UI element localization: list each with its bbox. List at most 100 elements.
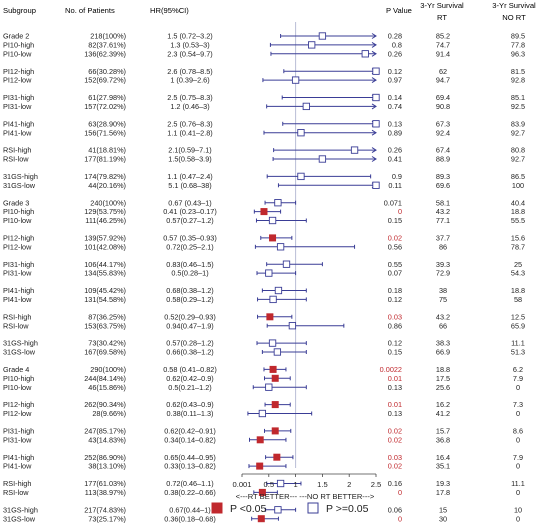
patients-count: 131(54.58%) <box>84 295 126 304</box>
forest-row: PI41-low 131(54.58%) 0.58(0.29–1.2) 0.12 75 5… <box>3 295 522 304</box>
legend: P <0.05 P >=0.05 <box>211 502 369 515</box>
p-value: 0.13 <box>388 119 402 128</box>
patients-count: 38(13.10%) <box>88 462 126 471</box>
p-value: 0.14 <box>388 93 402 102</box>
p-value: 0.15 <box>388 348 402 357</box>
hr-point-significant <box>269 234 277 242</box>
forest-row: Grade 4 290(100%) 0.58 (0.41–0.82) 0.0022 18… <box>3 365 523 374</box>
column-headers: Subgroup No. of Patients HR(95%CI) P Val… <box>3 1 536 22</box>
nort-survival: 0 <box>516 514 520 523</box>
nort-survival: 7.9 <box>513 453 523 462</box>
nort-survival: 55.5 <box>511 216 525 225</box>
nort-survival: 0 <box>516 409 520 418</box>
subgroup-label: RSI-low <box>3 155 29 164</box>
hr-point-significant <box>271 401 279 409</box>
row-group: PI31-high 247(85.17%) 0.62(0.42–0.91) 0.02 1… <box>3 427 523 445</box>
hr-point <box>265 383 273 391</box>
p-value: 0.89 <box>388 128 402 137</box>
patients-count: 129(53.75%) <box>84 207 126 216</box>
ci-arrow <box>371 41 377 48</box>
subgroup-label: PI41-low <box>3 462 32 471</box>
forest-row: 31GS-low 167(69.58%) 0.66(0.38–1.2) 0.15 66.… <box>3 348 525 357</box>
forest-row: 31GS-low 44(20.16%) 5.1 (0.68–38) 0.11 69.6 1… <box>3 181 524 190</box>
header-line: RT <box>437 13 447 22</box>
rt-survival: 94.7 <box>436 76 450 85</box>
patients-count: 101(42.08%) <box>84 242 126 251</box>
p-value: 0.0022 <box>380 365 402 374</box>
subgroup-label: PI31-low <box>3 435 32 444</box>
ci-arrow <box>371 103 377 110</box>
hr-point-significant <box>257 515 265 523</box>
nort-survival: 11.1 <box>511 339 525 348</box>
patients-count: 43(14.83%) <box>88 435 126 444</box>
p-value: 0.03 <box>388 453 402 462</box>
nort-survival: 92.7 <box>511 128 525 137</box>
subgroup-label: PI41-high <box>3 453 34 462</box>
forest-row: RSI-high 177(61.03%) 0.72(0.46–1.1) 0.16 19.… <box>3 479 525 488</box>
forest-row: PI41-low 156(71.56%) 1.1 (0.41–2.8) 0.89 92.… <box>3 128 525 137</box>
forest-row: RSI-low 113(38.97%) 0.38(0.22–0.66) 0 17.8 0 <box>3 488 520 497</box>
forest-row: 31GS-high 174(79.82%) 1.1 (0.47–2.4) 0.9 89.… <box>3 172 525 181</box>
nort-survival: 65.9 <box>511 321 525 330</box>
x-axis: 0.001 0.5 1 1.5 2 2.5 <---RT BETTER--- ---NO R… <box>232 473 381 501</box>
nort-survival: 54.3 <box>511 269 525 278</box>
p-value: 0.07 <box>388 269 402 278</box>
rt-survival: 92.4 <box>436 128 450 137</box>
subgroup-label: Grade 3 <box>3 198 29 207</box>
p-value: 0.11 <box>388 181 402 190</box>
subgroup-label: PI10-high <box>3 207 34 216</box>
subgroup-label: PI12-high <box>3 67 34 76</box>
hr-ci-text: 1 (0.39–2.6) <box>170 76 209 85</box>
hr-point <box>265 269 273 277</box>
hr-ci-text: 2.5 (0.76–8.3) <box>167 119 212 128</box>
hr-ci-text: 0.38(0.22–0.66) <box>164 488 216 497</box>
subgroup-label: 31GS-high <box>3 505 38 514</box>
hr-point <box>291 76 300 84</box>
rt-survival: 85.2 <box>436 32 450 41</box>
hr-ci-text: 1.5(0.58–3.9) <box>168 155 211 164</box>
nort-survival: 6.2 <box>513 365 523 374</box>
hr-ci-text: 2.1(0.59–7.1) <box>168 146 211 155</box>
row-group: PI41-high 63(28.90%) 2.5 (0.76–8.3) 0.13 67.… <box>3 119 525 137</box>
p-value: 0.12 <box>388 67 402 76</box>
subgroup-label: RSI-low <box>3 488 29 497</box>
p-value: 0.12 <box>388 339 402 348</box>
hr-ci-text: 0.62(0.42–0.91) <box>164 427 216 436</box>
patients-count: 217(74.83%) <box>84 505 126 514</box>
subgroup-label: PI41-low <box>3 295 32 304</box>
p-value: 0.56 <box>388 242 402 251</box>
patients-count: 252(86.90%) <box>84 453 126 462</box>
hr-ci-text: 5.1 (0.68–38) <box>168 181 211 190</box>
rt-survival: 69.6 <box>436 181 450 190</box>
header-rt-survival: 3-Yr Survival RT <box>420 1 464 22</box>
x-tick-label: 1.5 <box>317 480 328 489</box>
p-value: 0 <box>398 514 402 523</box>
hr-point <box>282 260 291 268</box>
hr-point <box>268 216 277 225</box>
rt-survival: 15 <box>439 505 447 514</box>
row-group: 31GS-high 73(30.42%) 0.57(0.28–1.2) 0.12 38.… <box>3 339 525 357</box>
hr-point <box>297 172 305 181</box>
rt-survival: 35.1 <box>436 462 450 471</box>
hr-point <box>361 50 369 58</box>
forest-row: PI10-high 129(53.75%) 0.41 (0.23–0.17) 0 43.… <box>3 207 525 216</box>
forest-row: PI12-low 152(69.72%) 1 (0.39–2.6) 0.97 94.7 9… <box>3 76 525 85</box>
rt-survival: 30 <box>439 514 447 523</box>
forest-row: 31GS-high 73(30.42%) 0.57(0.28–1.2) 0.12 38.… <box>3 339 525 348</box>
hr-point <box>274 199 282 207</box>
rt-survival: 74.7 <box>436 41 450 50</box>
nort-survival: 58 <box>514 295 522 304</box>
hr-point <box>302 102 310 111</box>
rt-survival: 19.3 <box>436 479 450 488</box>
rt-survival: 62 <box>439 67 447 76</box>
ci-arrow <box>371 147 377 154</box>
subgroup-label: RSI-high <box>3 146 31 155</box>
x-tick-label: 1 <box>293 480 297 489</box>
p-value: 0.18 <box>388 286 402 295</box>
hr-point <box>318 32 327 40</box>
x-tick-label: 0.001 <box>232 480 251 489</box>
hr-ci-text: 0.67(0.44–1) <box>169 505 210 514</box>
axis-direction-note: <---RT BETTER--- ---NO RT BETTER---> <box>236 492 375 501</box>
patients-count: 113(38.97%) <box>85 488 126 497</box>
forest-row: PI10-high 244(84.14%) 0.62(0.42–0.9) 0.01 17… <box>3 374 523 383</box>
